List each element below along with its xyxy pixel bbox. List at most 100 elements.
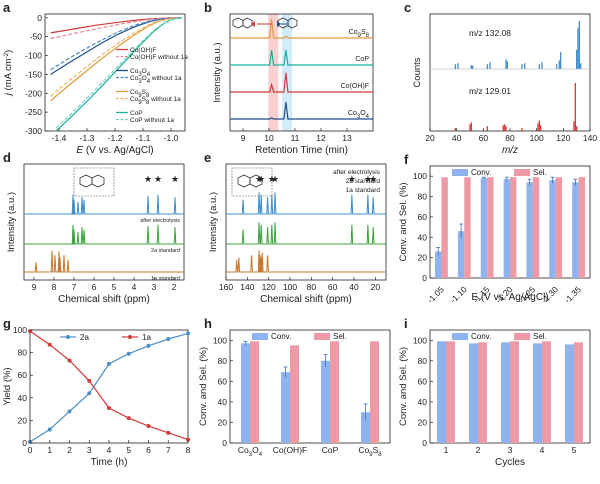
panel-letter-c: c (404, 0, 411, 15)
bar-conv (457, 231, 465, 278)
formula-part: S (142, 96, 147, 103)
panel-g-ylabel: Yield (%) (2, 367, 13, 405)
category-label: CoP (322, 445, 339, 455)
panel-c-xtick-label: 80 (505, 133, 515, 143)
panel-letter-g: g (3, 316, 11, 331)
category-label: 1 (444, 445, 449, 455)
bar-conv (469, 343, 478, 443)
legend-label: Co3O4 (130, 68, 151, 78)
panel-b-frame (229, 13, 374, 132)
panel-a-ytick-label: -250 (25, 107, 42, 117)
panel-b-xtick-label: 13 (342, 133, 352, 143)
peak-star: ★ (144, 174, 152, 184)
ylabel-unit: (mA cm (3, 58, 14, 93)
peak-star: ★ (364, 174, 372, 184)
ring (287, 17, 298, 29)
panel-g-ytick-label: 60 (18, 370, 28, 380)
bar-sel (578, 177, 585, 278)
panel-h-legend-swatch (252, 333, 268, 340)
panel-g-ytick-label: 80 (18, 348, 28, 358)
panel-letter-d: d (3, 150, 11, 165)
yield-point (67, 409, 72, 414)
panel-a-xlabel: E (V vs. Ag/AgCl) (76, 145, 153, 156)
panel-d-xtick-label: 8 (52, 282, 57, 292)
panel-e-xtick-label: 160 (219, 282, 233, 292)
bar-conv (533, 343, 542, 443)
formula-sub: 8 (378, 452, 382, 458)
panel-a-ytick-label: 0 (37, 13, 42, 23)
formula-part: O (142, 75, 147, 82)
formula-part: S (361, 29, 366, 36)
panel-a-ytick-label: -300 (25, 126, 42, 136)
yield-point (186, 437, 190, 442)
bar-conv (565, 344, 574, 443)
formula-part: without 1a (150, 75, 182, 82)
ylabel-end: ) (3, 50, 14, 53)
panel-i-xlabel: Cycles (495, 457, 525, 468)
panel-h-ytick-label: 0 (222, 438, 227, 448)
yield-line (29, 330, 189, 441)
formula-part: Co (130, 68, 139, 75)
legend-marker (66, 335, 70, 339)
peak-star: ★ (171, 174, 179, 184)
tetrahydroquinoline-structure (277, 17, 298, 29)
lsv-curve (50, 17, 183, 40)
spectrum-label: after electrolysis (333, 169, 381, 176)
panel-i-ytick-label: 40 (418, 397, 428, 407)
bar-sel (446, 341, 455, 443)
panel-f-ylabel: Conv. and Sel. (%) (398, 182, 409, 261)
panel-b-xtick-label: 11 (291, 133, 300, 143)
spectrum-label: after electrolysis (140, 218, 180, 224)
bar-conv (503, 179, 510, 278)
bar-sel (487, 177, 494, 278)
bar-conv (480, 178, 488, 278)
chromatogram-label: Co9S8 (349, 29, 370, 39)
formula-part: Co (349, 29, 358, 36)
panel-i-legend-swatch (452, 333, 468, 340)
bar-sel (574, 342, 583, 443)
peak-star: ★ (348, 174, 356, 184)
ring (249, 174, 263, 188)
chromatogram-label: CoP (355, 56, 369, 63)
category-label: Co(OH)F (273, 445, 307, 455)
panel-a-xtick-label: -1.1 (136, 133, 151, 143)
formula-part: Co (130, 75, 139, 82)
category-label: -1.05 (425, 284, 446, 305)
panel-i-ytick-label: 100 (413, 335, 427, 345)
legend-label: CoP without 1a (130, 117, 174, 124)
yield-point (186, 331, 190, 336)
panel-a-xtick-label: -1.0 (164, 133, 179, 143)
panel-f-ytick-label: 40 (418, 232, 428, 242)
legend-label: Co3O4 without 1a (130, 75, 182, 85)
spectrum-label: 1a standard (346, 187, 381, 194)
structure-inset (73, 167, 115, 197)
structure-inset (231, 167, 273, 197)
panel-a-xtick-label: -1.3 (80, 133, 95, 143)
panel-i-ylabel: Conv. and Sel. (%) (398, 347, 409, 426)
panel-a-xtick-label: -1.2 (108, 133, 123, 143)
yield-point (126, 416, 131, 421)
category-label: -1.10 (448, 284, 469, 305)
bar-sel (250, 341, 259, 443)
bar-conv (526, 182, 533, 278)
panel-h-ylabel: Conv. and Sel. (%) (198, 347, 209, 426)
quinoline-structure (232, 17, 253, 29)
panel-a-ytick-label: -100 (25, 51, 42, 61)
panel-h-legend-label: Conv. (271, 332, 291, 341)
panel-e-xtick-label: 40 (349, 282, 359, 292)
spectrum-label: 2a standard (151, 248, 180, 254)
chromatogram-label: Co3O4 (348, 110, 370, 120)
panel-a-ytick-label: -150 (25, 69, 42, 79)
panel-g-ytick-label: 20 (18, 415, 28, 425)
bar-sel (532, 177, 540, 278)
panel-e-xlabel: Chemical shift (ppm) (260, 294, 352, 305)
formula-part: O (252, 445, 259, 455)
lsv-curve (50, 17, 183, 71)
panel-g-ytick-label: 100 (13, 325, 27, 335)
chromatogram (230, 50, 373, 66)
panel-g-xtick-label: 2 (67, 445, 72, 455)
panel-b-xtick-label: 12 (316, 133, 326, 143)
panel-c-ylabel: Counts (412, 57, 423, 87)
yield-point (146, 424, 151, 429)
category-label: 4 (540, 445, 545, 455)
